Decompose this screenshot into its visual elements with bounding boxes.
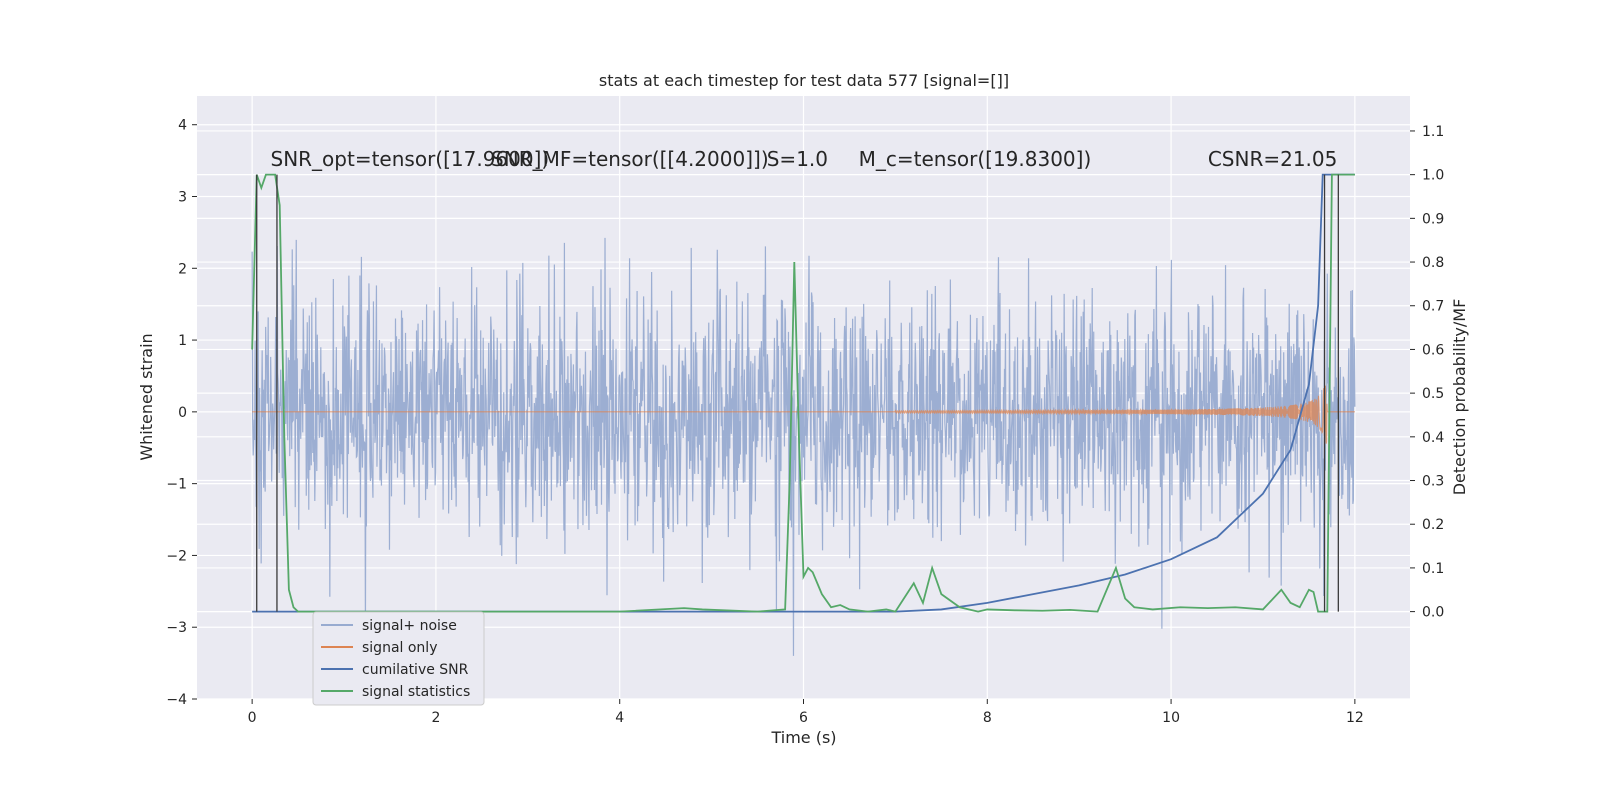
y-left-tick-label: −1 <box>166 477 187 493</box>
y-right-tick-label: 0.2 <box>1422 517 1444 533</box>
y-right-tick-label: 1.0 <box>1422 168 1444 184</box>
annotation-text: SNR_opt=tensor([17.9600]) <box>271 147 550 171</box>
y-right-axis-ticks: 0.0 0.1 0.2 0.3 0.4 0.5 0.6 0.7 0.8 0.9 1.0 1.1 <box>1410 124 1444 621</box>
y-left-tick-label: 2 <box>178 261 187 277</box>
x-tick-label: 8 <box>983 710 992 726</box>
y-right-tick-label: 1.1 <box>1422 124 1444 140</box>
annotation-text: CSNR=21.05 <box>1208 147 1338 171</box>
y-left-tick-label: −2 <box>166 548 187 564</box>
y-right-axis-label: Detection probability/MF <box>1450 299 1469 496</box>
y-left-tick-label: −4 <box>166 692 187 708</box>
y-right-tick-label: 0.4 <box>1422 430 1444 446</box>
x-axis-ticks: 0 2 4 6 8 10 12 <box>248 699 1364 726</box>
y-left-tick-label: −3 <box>166 620 187 636</box>
x-tick-label: 2 <box>431 710 440 726</box>
x-tick-label: 4 <box>615 710 624 726</box>
y-right-tick-label: 0.3 <box>1422 474 1444 490</box>
y-right-tick-label: 0.7 <box>1422 299 1444 315</box>
y-left-tick-label: 1 <box>178 333 187 349</box>
x-axis-label: Time (s) <box>770 728 836 747</box>
series-cumilative-snr <box>252 173 1355 613</box>
y-left-axis-ticks: −4 −3 −2 −1 0 1 2 3 4 <box>166 118 197 708</box>
y-right-tick-label: 0.0 <box>1422 605 1444 621</box>
y-right-tick-label: 0.5 <box>1422 386 1444 402</box>
legend: signal+ noise signal only cumilative SNR… <box>312 611 485 706</box>
chart-title: stats at each timestep for test data 577… <box>599 71 1009 90</box>
legend-label-signal-noise: signal+ noise <box>362 618 457 634</box>
y-right-tick-label: 0.1 <box>1422 561 1444 577</box>
legend-label-cumilative-snr: cumilative SNR <box>362 662 469 678</box>
x-tick-label: 6 <box>799 710 808 726</box>
x-tick-label: 0 <box>248 710 257 726</box>
annotation-text: M_c=tensor([19.8300]) <box>859 147 1092 171</box>
legend-label-signal-only: signal only <box>362 640 437 656</box>
annotation-text: SNR_MF=tensor([[4.2000]]) <box>491 147 769 171</box>
legend-box <box>312 611 485 706</box>
y-right-tick-label: 0.6 <box>1422 342 1444 358</box>
annotation-text: S=1.0 <box>767 147 828 171</box>
y-left-tick-label: 4 <box>178 118 187 134</box>
legend-label-signal-statistics: signal statistics <box>362 684 470 700</box>
annotations: SNR_opt=tensor([17.9600])SNR_MF=tensor([… <box>271 147 1338 171</box>
y-left-tick-label: 0 <box>178 405 187 421</box>
y-left-tick-label: 3 <box>178 190 187 206</box>
y-left-axis-label: Whitened strain <box>137 333 156 460</box>
x-tick-label: 12 <box>1346 710 1364 726</box>
x-tick-label: 10 <box>1162 710 1180 726</box>
merger-markers <box>256 174 1339 612</box>
y-right-tick-label: 0.9 <box>1422 211 1444 227</box>
series-signal-only <box>252 385 1355 444</box>
y-right-tick-label: 0.8 <box>1422 255 1444 271</box>
